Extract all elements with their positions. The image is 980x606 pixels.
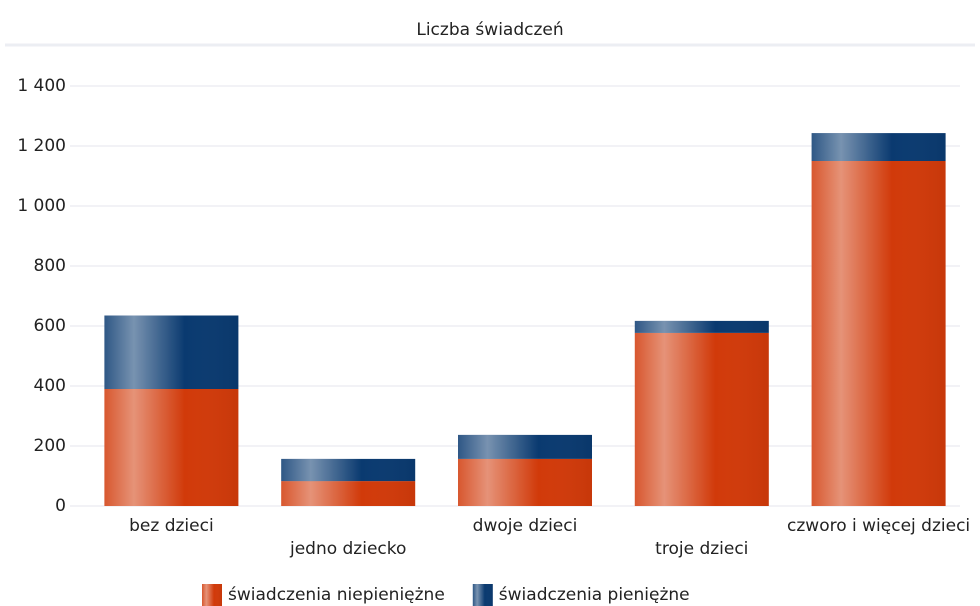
y-tick-label: 200 <box>34 436 66 456</box>
bar-segment <box>281 458 416 482</box>
chart-title: Liczba świadczeń <box>416 20 563 40</box>
bar-segment <box>104 315 239 389</box>
y-tick-label: 800 <box>34 256 66 276</box>
x-tick-label: czworo i więcej dzieci <box>787 516 970 536</box>
y-tick-label: 1 400 <box>17 76 66 96</box>
bar-segment <box>104 389 239 506</box>
x-tick-label: jedno dziecko <box>289 539 406 559</box>
bar-segment <box>634 320 769 333</box>
y-tick-label: 0 <box>55 496 66 516</box>
y-tick-label: 1 200 <box>17 136 66 156</box>
bar-segment <box>458 434 592 459</box>
y-tick-label: 400 <box>34 376 66 396</box>
x-tick-label: troje dzieci <box>655 539 748 559</box>
y-tick-label: 1 000 <box>17 196 66 216</box>
bar-segment <box>281 481 416 506</box>
bar-segment <box>458 458 592 506</box>
bar-segment <box>811 133 946 161</box>
bar-segment <box>811 161 946 506</box>
x-tick-label: dwoje dzieci <box>473 516 578 536</box>
legend-label: świadczenia niepieniężne <box>228 585 445 605</box>
bar-segment <box>634 332 769 506</box>
x-tick-label: bez dzieci <box>129 516 214 536</box>
legend-label: świadczenia pieniężne <box>499 585 690 605</box>
y-tick-label: 600 <box>34 316 66 336</box>
legend-swatch-shine <box>472 584 493 606</box>
legend-swatch-shine <box>202 584 222 606</box>
